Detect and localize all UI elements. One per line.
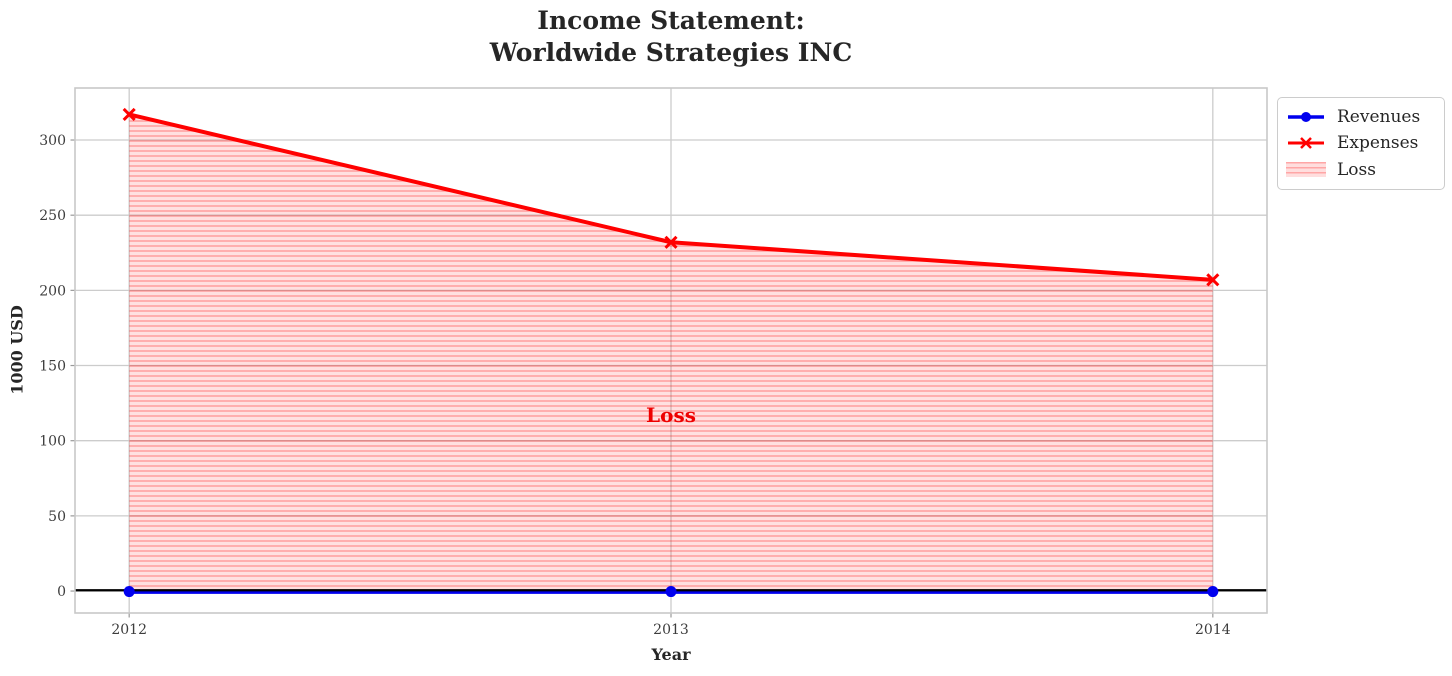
- y-tick-label: 0: [57, 584, 66, 600]
- revenue-marker: [123, 586, 135, 598]
- revenue-marker: [1207, 586, 1219, 598]
- revenues-legend-swatch: [1288, 112, 1324, 123]
- expenses-legend-swatch: [1288, 137, 1324, 150]
- plot-border: [74, 87, 1268, 614]
- y-tick-label: 100: [39, 434, 66, 450]
- y-tick-label: 50: [48, 509, 66, 525]
- y-tick-label: 150: [39, 359, 66, 375]
- x-tick-label: 2013: [653, 622, 689, 638]
- y-tick-label: 200: [39, 283, 66, 299]
- expense-marker: [122, 107, 136, 122]
- loss-legend-swatch: [1286, 162, 1326, 178]
- x-tick-label: 2014: [1195, 622, 1231, 638]
- legend-entry-expenses: Expenses: [1286, 130, 1434, 156]
- legend-label: Expenses: [1337, 133, 1419, 154]
- y-tick-label: 300: [39, 133, 66, 149]
- revenue-marker: [665, 586, 677, 598]
- y-axis-label: 1000 USD: [7, 305, 27, 395]
- chart-title: Income Statement: Worldwide Strategies I…: [489, 6, 853, 67]
- legend-entry-loss: Loss: [1286, 157, 1434, 183]
- expense-marker: [664, 235, 678, 249]
- loss-area: [129, 114, 1213, 592]
- loss-annotation: Loss: [646, 403, 696, 428]
- legend: Revenues Expenses Loss: [1277, 97, 1445, 190]
- x-tick-label: 2012: [111, 622, 147, 638]
- legend-label: Loss: [1337, 159, 1376, 180]
- legend-label: Revenues: [1337, 107, 1421, 128]
- x-axis-label: Year: [651, 645, 691, 664]
- expense-marker: [1206, 273, 1220, 287]
- y-tick-label: 250: [39, 208, 66, 224]
- legend-entry-revenues: Revenues: [1286, 104, 1434, 130]
